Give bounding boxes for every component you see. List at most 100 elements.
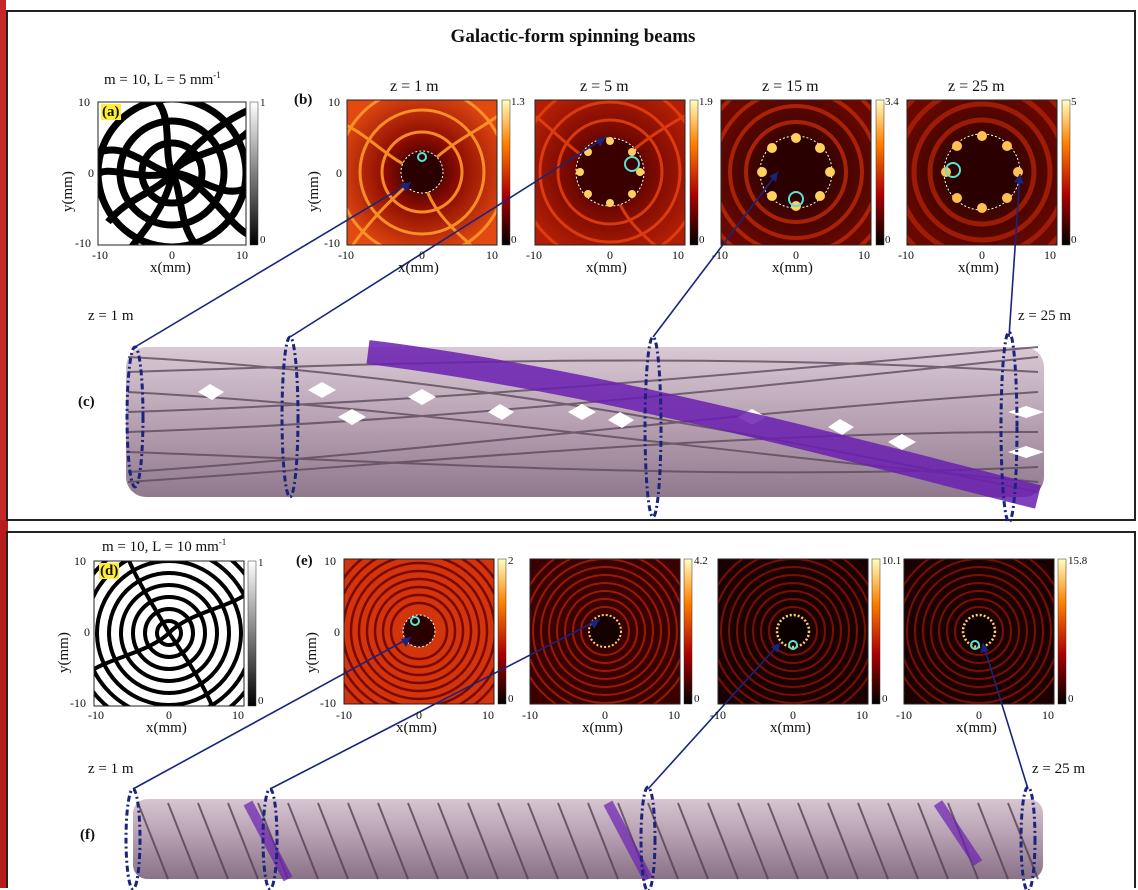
xlabel-s2: x(mm) [586,260,627,276]
figure-title: Galactic-form spinning beams [450,26,696,47]
ztitle-2: z = 5 m [580,78,629,95]
cbar-3-min: 0 [885,234,891,246]
tick-a-y-mid: 0 [88,166,94,180]
ztitle-1: z = 1 m [390,78,439,95]
tick-d-y-max: 10 [74,554,86,568]
xlabel-e2: x(mm) [582,720,623,736]
tick-e-y-mid: 0 [334,625,340,639]
xlabel-s1: x(mm) [398,260,439,276]
cbar-2-max: 1.9 [699,96,713,108]
tick-s3-x-mid: 0 [793,248,799,262]
cbar-e1-max: 2 [508,555,514,567]
tick-e3-x-min: -10 [710,708,726,722]
tick-b-y-max: 10 [328,95,340,109]
tick-d-x-min: -10 [88,708,104,722]
label-d: (d) [99,563,120,579]
colorbar-e2 [683,558,693,705]
ztitle-3: z = 15 m [762,78,819,95]
cbar-d-max: 1 [258,557,264,569]
slice-1-image [347,100,497,245]
cbar-e2-max: 4.2 [694,555,708,567]
tick-a-x-min: -10 [92,248,108,262]
tick-s3-x-min: -10 [712,248,728,262]
tick-d-x-max: 10 [232,708,244,722]
xlabel-e4: x(mm) [956,720,997,736]
param-a: m = 10, L = 5 mm-1 [104,70,221,88]
tick-a-y-max: 10 [78,95,90,109]
cbar-2-min: 0 [699,234,705,246]
slice-3-image [721,100,871,245]
tick-e1-x-mid: 0 [416,708,422,722]
slice-4-image [907,100,1057,245]
colorbar-slice-2 [689,99,699,246]
cbar-1-min: 0 [511,234,517,246]
slice-2-image [535,100,685,245]
tick-e2-x-min: -10 [522,708,538,722]
tick-e3-x-max: 10 [856,708,868,722]
bottom-figure-panel: m = 10, L = 10 mm-1 (d) (e) 1 0 2 0 4.2 … [6,531,1136,890]
tick-e4-x-mid: 0 [976,708,982,722]
tick-e1-x-max: 10 [482,708,494,722]
tick-s1-x-max: 10 [486,248,498,262]
colorbar-e1 [497,558,507,705]
ylabel-a: y(mm) [60,171,76,212]
ztitle-4: z = 25 m [948,78,1005,95]
tick-e-y-max: 10 [324,554,336,568]
tick-s4-x-max: 10 [1044,248,1056,262]
tick-e1-x-min: -10 [336,708,352,722]
cbar-4-min: 0 [1071,234,1077,246]
tick-s2-x-min: -10 [526,248,542,262]
colorbar-e4 [1057,558,1067,705]
colorbar-e3 [871,558,881,705]
cbar-e4-max: 15.8 [1068,555,1088,567]
tick-s4-x-min: -10 [898,248,914,262]
cbar-4-max: 5 [1071,96,1077,108]
cbar-a-max: 1 [260,97,266,109]
label-e: (e) [296,553,313,569]
tick-e2-x-mid: 0 [602,708,608,722]
xlabel-s3: x(mm) [772,260,813,276]
tick-b-y-min: -10 [324,236,340,250]
cbar-3-max: 3.4 [885,96,899,108]
param-d: m = 10, L = 10 mm-1 [102,537,227,555]
top-figure-panel: Galactic-form spinning beams [6,10,1136,524]
label-b: (b) [294,92,313,108]
left-accent-bar-lower [0,520,8,888]
colorbar-a [249,101,259,246]
xlabel-a: x(mm) [150,260,191,276]
tick-e4-x-max: 10 [1042,708,1054,722]
colorbar-slice-1 [501,99,511,246]
z-start-c: z = 1 m [88,308,134,324]
tick-a-x-max: 10 [236,248,248,262]
cbar-d-min: 0 [258,695,264,707]
tick-b-y-mid: 0 [336,166,342,180]
xlabel-e3: x(mm) [770,720,811,736]
cbar-e2-min: 0 [694,693,700,705]
tick-e3-x-mid: 0 [790,708,796,722]
beam-bundle-f [124,785,1043,890]
connector-arrows-top [134,136,1021,348]
cbar-e4-min: 0 [1068,693,1074,705]
cbar-e3-min: 0 [882,693,888,705]
label-a: (a) [101,104,121,120]
tick-d-x-mid: 0 [166,708,172,722]
top-figure-graphics [97,99,1071,524]
label-f: (f) [80,827,95,843]
tick-s2-x-max: 10 [672,248,684,262]
tick-s4-x-mid: 0 [979,248,985,262]
colorbar-slice-4 [1061,99,1071,246]
z-start-f: z = 1 m [88,761,134,777]
tick-a-y-min: -10 [75,236,91,250]
tick-s1-x-mid: 0 [419,248,425,262]
label-c: (c) [78,394,95,410]
tick-a-x-mid: 0 [169,248,175,262]
cbar-1-max: 1.3 [511,96,525,108]
beam-bundle-c [125,330,1044,524]
tick-e2-x-max: 10 [668,708,680,722]
z-end-c: z = 25 m [1018,308,1072,324]
xlabel-s4: x(mm) [958,260,999,276]
colorbar-d [247,560,257,707]
slice-e1-image [344,559,494,704]
cbar-e1-min: 0 [508,693,514,705]
left-accent-bar [0,0,6,888]
